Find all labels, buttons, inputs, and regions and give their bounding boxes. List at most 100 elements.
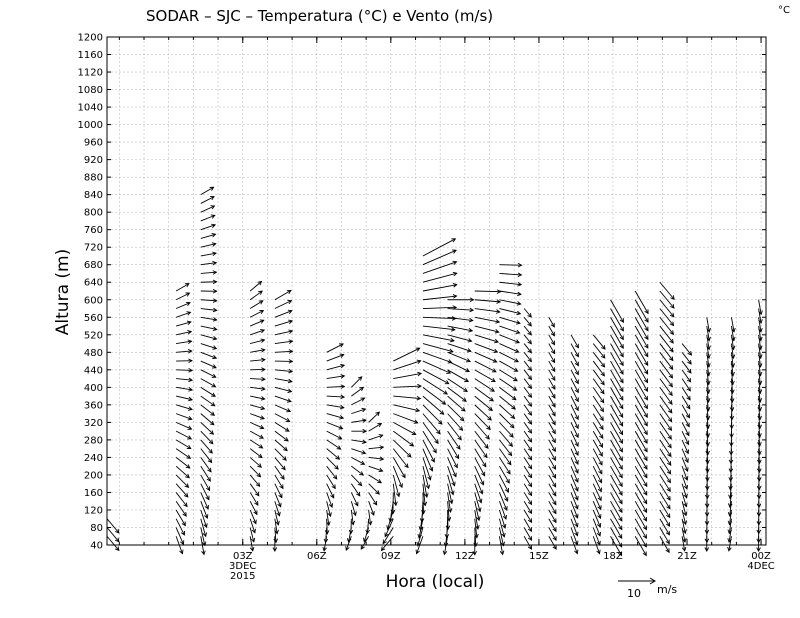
wind-arrow [200, 536, 205, 555]
wind-arrow-head [206, 477, 211, 482]
wind-arrow-head [574, 415, 579, 421]
wind-arrow [681, 404, 690, 418]
wind-arrow [274, 465, 285, 480]
wind-arrow-head [527, 357, 532, 363]
wind-arrow-head [184, 483, 190, 489]
wind-arrow-head [618, 447, 623, 453]
wind-arrow [548, 483, 557, 496]
wind-arrow-head [730, 371, 735, 377]
wind-arrow-head [619, 404, 624, 410]
wind-arrow [634, 500, 647, 522]
wind-arrow-head [705, 442, 710, 447]
wind-arrow-head [705, 450, 710, 456]
wind-arrow-head [574, 397, 579, 403]
wind-arrow-head [331, 484, 336, 490]
wind-arrow-head [187, 425, 193, 430]
wind-arrow [499, 457, 511, 475]
wind-arrow [250, 339, 265, 344]
wind-arrow [474, 457, 486, 476]
wind-arrow-head [643, 430, 648, 436]
wind-arrow-head [384, 532, 389, 538]
wind-arrow-head [599, 416, 604, 422]
wind-arrow-head [482, 462, 487, 468]
wind-arrow [249, 457, 262, 468]
wind-arrow-head [730, 380, 735, 386]
wind-arrow [570, 527, 578, 545]
wind-arrow-head [115, 528, 120, 534]
wind-arrow-head [527, 348, 532, 354]
wind-arrow-head [666, 513, 671, 519]
wind-arrow-head [597, 505, 602, 511]
wind-arrow-head [460, 407, 466, 412]
wind-arrow [659, 404, 672, 422]
wind-arrow [523, 325, 532, 336]
wind-arrow [498, 536, 504, 555]
wind-arrow [175, 292, 190, 301]
wind-arrow-head [686, 386, 691, 392]
wind-arrow-head [683, 493, 688, 499]
wind-arrow-head [367, 520, 373, 526]
wind-arrow [592, 465, 602, 483]
wind-arrow [200, 186, 214, 196]
wind-arrow-head [681, 546, 687, 552]
wind-arrow-head [574, 513, 579, 519]
wind-arrow-head [730, 389, 735, 395]
wind-arrow-head [574, 343, 579, 349]
wind-arrow-head [419, 518, 425, 523]
wind-arrow [250, 329, 265, 336]
wind-arrow-head [478, 498, 483, 504]
wind-arrow-head [618, 516, 623, 522]
wind-arrow-head [454, 454, 460, 460]
wind-arrow [706, 387, 709, 403]
y-tick-label: 320 [84, 418, 103, 429]
wind-arrow [249, 430, 264, 439]
wind-arrow [548, 448, 556, 461]
wind-arrow [422, 325, 455, 331]
wind-arrow [681, 387, 691, 401]
wind-arrow-head [469, 297, 475, 303]
wind-arrow [447, 501, 450, 521]
wind-arrow [570, 387, 579, 402]
wind-arrow-head [514, 348, 520, 353]
wind-arrow-head [401, 473, 406, 479]
wind-arrow [659, 527, 670, 544]
wind-arrow-head [179, 549, 184, 555]
wind-arrow [570, 360, 579, 375]
wind-arrow-head [668, 373, 674, 379]
wind-arrow [592, 387, 605, 403]
wind-arrow [659, 360, 673, 379]
wind-arrow [351, 376, 363, 388]
wind-arrow [175, 283, 190, 292]
wind-arrow [570, 536, 578, 554]
y-axis-ticks: 40 80 120 160 200 240 280 320 360 400 440 480 520 560… [78, 33, 766, 552]
wind-arrow-head [550, 322, 555, 328]
y-tick-label: 1080 [78, 85, 103, 96]
wind-arrow-head [488, 406, 493, 412]
wind-arrow-head [180, 530, 185, 536]
wind-arrow-head [275, 520, 280, 526]
wind-arrow-head [201, 550, 206, 556]
wind-arrow-head [434, 439, 439, 445]
wind-arrow-head [288, 368, 294, 374]
wind-arrow-head [618, 473, 623, 479]
wind-arrow [499, 483, 509, 502]
wind-arrow [499, 518, 505, 537]
wind-arrow [523, 465, 532, 478]
wind-arrow-head [328, 503, 334, 509]
wind-arrow-head [619, 326, 624, 332]
wind-arrow-head [474, 533, 479, 539]
wind-arrow [393, 373, 422, 380]
wind-arrow-head [667, 426, 673, 432]
wind-arrow [659, 290, 675, 309]
wind-arrow [548, 352, 556, 363]
wind-arrow [681, 422, 690, 436]
wind-arrow [523, 369, 532, 380]
wind-arrow-head [448, 348, 454, 354]
wind-arrow-head [618, 508, 623, 514]
wind-arrow-head [756, 503, 762, 509]
wind-arrow-head [483, 453, 488, 459]
wind-arrow-head [416, 541, 421, 547]
wind-arrow [499, 316, 521, 324]
wind-arrow-head [527, 446, 533, 452]
wind-arrow [175, 492, 188, 507]
